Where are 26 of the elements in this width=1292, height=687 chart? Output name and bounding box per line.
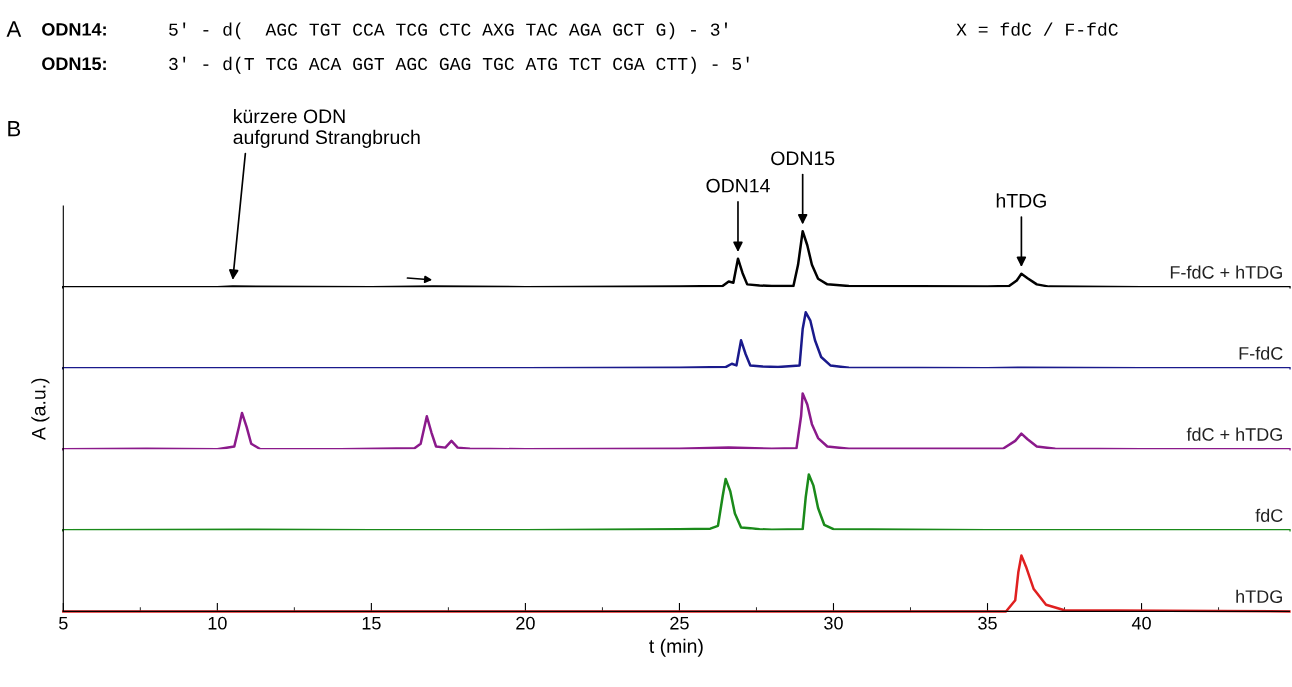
x-tick-label: 20 — [516, 616, 535, 630]
series-label: fdC — [1255, 508, 1283, 522]
x-tick-label: 5 — [59, 616, 68, 630]
text: A — [6, 21, 22, 37]
text: ODN15: — [42, 57, 106, 71]
y-axis-title: A (a.u.) — [31, 378, 50, 441]
x-tick-label: 10 — [208, 616, 227, 630]
series-label: F-fdC — [1239, 346, 1283, 360]
annotation: ODN15 — [771, 151, 835, 166]
x-tick-label: 30 — [824, 616, 843, 630]
x-tick-label: 40 — [1131, 616, 1151, 630]
x-tick-label: 15 — [362, 616, 381, 630]
text: B — [8, 120, 21, 137]
x-tick-label: 35 — [978, 616, 997, 630]
series-label: fdC + hTDG — [1186, 427, 1282, 441]
annotation: hTDG — [996, 193, 1046, 208]
text: X = fdC / F-fdC — [956, 22, 1118, 36]
x-axis-title: t (min) — [649, 638, 703, 657]
text: ODN14: — [42, 22, 106, 36]
x-tick-label: 25 — [670, 616, 689, 630]
text: 5' - d( AGC TGT CCA TCG CTC AXG TAC AGA GCT G) - 3' — [169, 22, 727, 40]
annotation: kürzere ODN aufgrund Strangbruch — [233, 108, 420, 148]
annotation: ODN14 — [706, 178, 770, 193]
series-label: F-fdC + hTDG — [1170, 265, 1282, 279]
series-label: hTDG — [1236, 589, 1282, 603]
text: 3' - d(T TCG ACA GGT AGC GAG TGC ATG TCT CGA CTT) - 5' — [169, 56, 749, 74]
